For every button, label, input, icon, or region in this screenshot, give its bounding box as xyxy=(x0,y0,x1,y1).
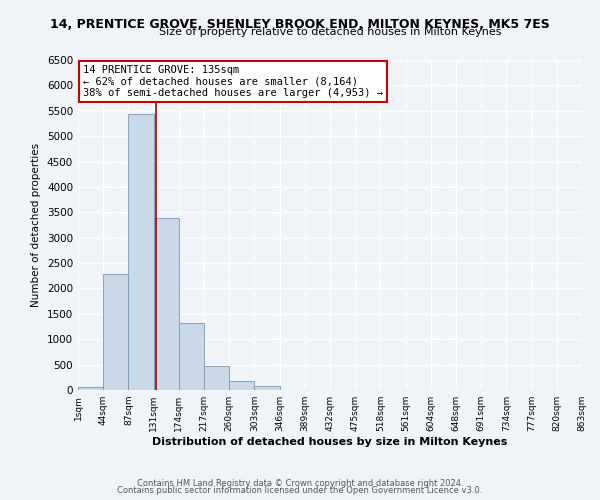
Bar xyxy=(154,218,179,390)
Text: Contains HM Land Registry data © Crown copyright and database right 2024.: Contains HM Land Registry data © Crown c… xyxy=(137,478,463,488)
Bar xyxy=(179,324,204,390)
X-axis label: Distribution of detached houses by size in Milton Keynes: Distribution of detached houses by size … xyxy=(152,437,508,447)
Bar xyxy=(128,114,154,390)
Bar xyxy=(78,387,103,390)
Bar xyxy=(204,366,229,390)
Bar xyxy=(229,380,254,390)
Text: 14, PRENTICE GROVE, SHENLEY BROOK END, MILTON KEYNES, MK5 7ES: 14, PRENTICE GROVE, SHENLEY BROOK END, M… xyxy=(50,18,550,30)
Title: Size of property relative to detached houses in Milton Keynes: Size of property relative to detached ho… xyxy=(159,27,501,37)
Text: Contains public sector information licensed under the Open Government Licence v3: Contains public sector information licen… xyxy=(118,486,482,495)
Bar xyxy=(254,386,280,390)
Bar xyxy=(103,274,128,390)
Text: 14 PRENTICE GROVE: 135sqm
← 62% of detached houses are smaller (8,164)
38% of se: 14 PRENTICE GROVE: 135sqm ← 62% of detac… xyxy=(83,65,383,98)
Y-axis label: Number of detached properties: Number of detached properties xyxy=(31,143,41,307)
